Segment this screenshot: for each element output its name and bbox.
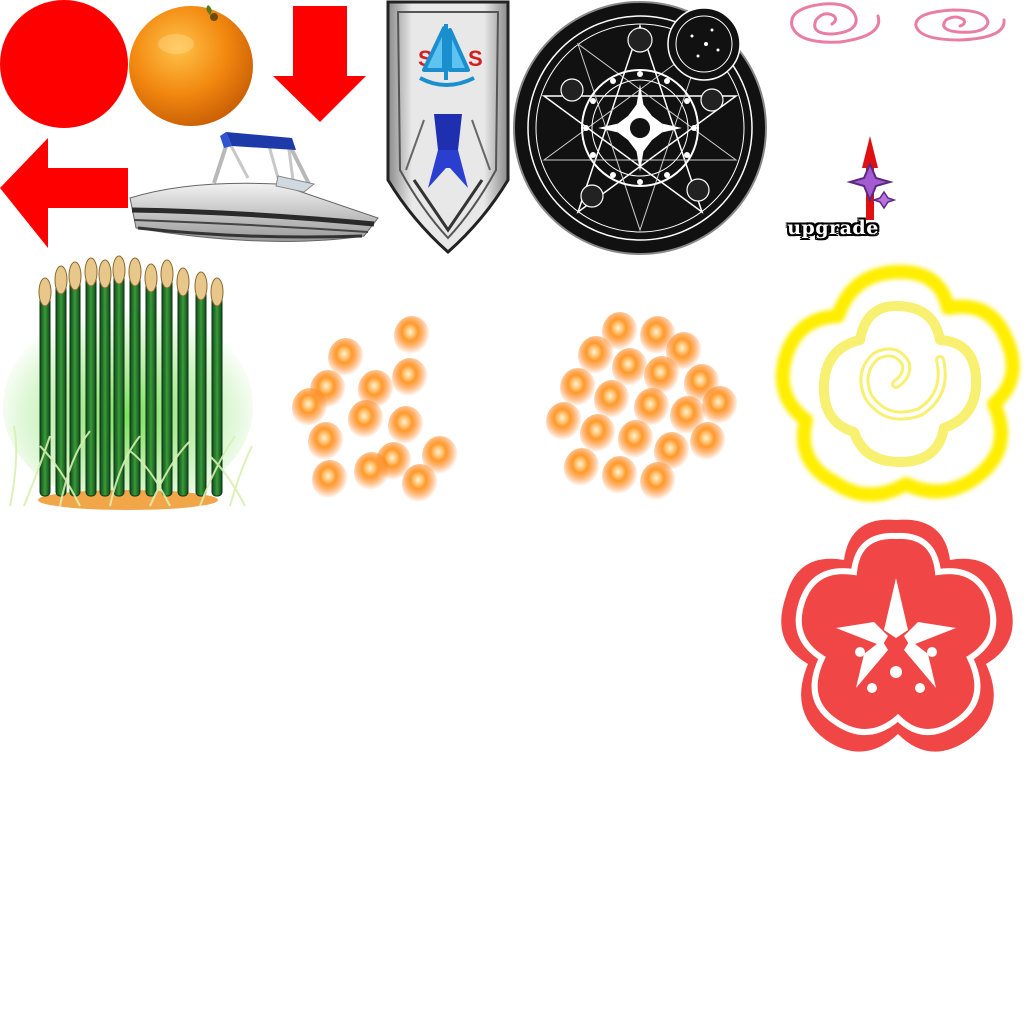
orange-orbs-icon [512, 256, 768, 512]
svg-text:S: S [468, 46, 483, 71]
bamboo-reeds-icon [0, 255, 256, 512]
arrow-down-icon [256, 0, 384, 128]
pink-spiral-icon [896, 0, 1024, 48]
arrow-left-icon [0, 128, 128, 256]
red-plum-blossom-icon [768, 512, 1024, 768]
upgrade-badge-icon: upgrade [768, 128, 897, 256]
yellow-swirl-flower-icon [768, 256, 1024, 512]
sailboat-banner-icon: S S [384, 0, 512, 256]
red-circle-icon [0, 0, 128, 128]
orange-fruit-icon [128, 0, 256, 128]
magic-circle-icon [512, 0, 768, 256]
upgrade-label: upgrade [787, 217, 879, 239]
speedboat-icon [128, 128, 384, 256]
orange-orbs-icon [256, 256, 512, 512]
pink-spiral-icon [768, 0, 896, 48]
